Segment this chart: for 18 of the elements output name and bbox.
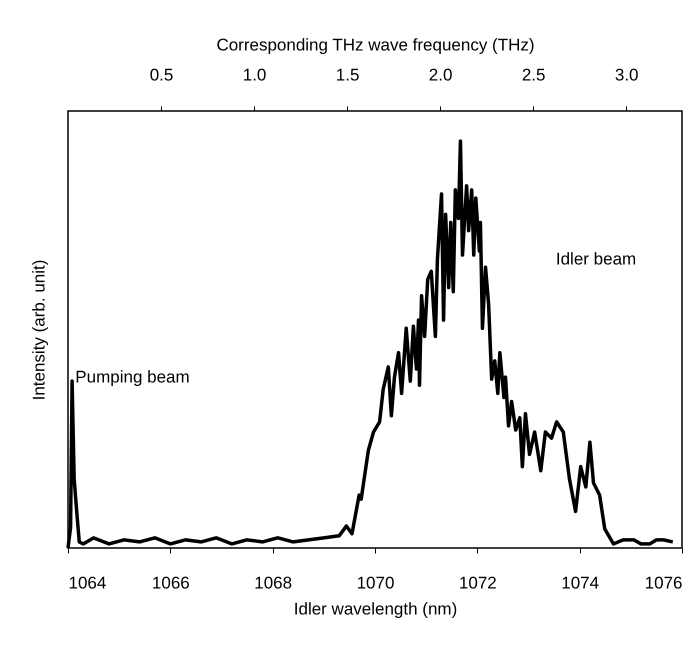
y-axis-title: Intensity (arb. unit) [30, 260, 48, 400]
x-tick-label: 1076 [644, 574, 682, 592]
x-tick-label: 1072 [458, 574, 497, 592]
annotation: Idler beam [556, 250, 636, 269]
x2-tick-label: 1.5 [336, 66, 360, 84]
x2-tick-label: 2.5 [522, 66, 546, 84]
x-axis-title: Idler wavelength (nm) [294, 600, 458, 618]
x2-tick-label: 2.0 [428, 66, 452, 84]
x-tick-label: 1066 [152, 574, 190, 592]
x-tick-label: 1070 [356, 574, 394, 592]
x2-tick-label: 1.0 [242, 66, 266, 84]
x-tick-label: 1068 [254, 574, 292, 592]
x-tick-label: 1064 [68, 574, 106, 592]
x2-axis-title: Corresponding THz wave frequency (THz) [216, 36, 535, 54]
x-tick-label: 1074 [561, 574, 600, 592]
annotation: Pumping beam [75, 368, 190, 387]
x2-tick-label: 0.5 [150, 66, 174, 84]
x2-tick-label: 3.0 [614, 66, 638, 84]
